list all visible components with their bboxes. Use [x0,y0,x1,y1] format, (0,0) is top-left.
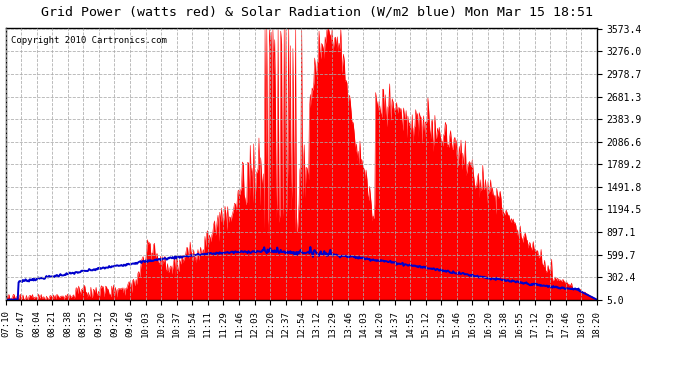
Text: Copyright 2010 Cartronics.com: Copyright 2010 Cartronics.com [12,36,167,45]
Text: Grid Power (watts red) & Solar Radiation (W/m2 blue) Mon Mar 15 18:51: Grid Power (watts red) & Solar Radiation… [41,6,593,19]
